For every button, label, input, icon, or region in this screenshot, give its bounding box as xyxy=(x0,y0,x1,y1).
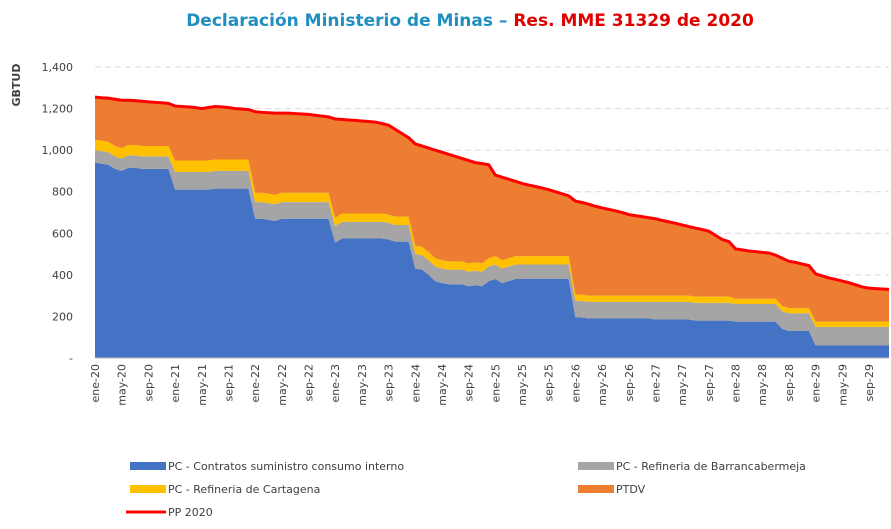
x-tick-label: sep-27 xyxy=(703,364,716,401)
legend-label: PTDV xyxy=(616,483,646,496)
area xyxy=(95,97,889,322)
x-tick-label: ene-23 xyxy=(329,364,342,402)
x-tick-label: may-23 xyxy=(356,364,369,406)
x-tick-label: sep-21 xyxy=(222,364,235,401)
x-tick-label: ene-26 xyxy=(569,364,582,402)
x-tick-label: ene-29 xyxy=(810,364,823,402)
x-tick-label: ene-25 xyxy=(489,364,502,402)
x-tick-label: sep-29 xyxy=(863,364,876,401)
title-part: Declaración Ministerio de Minas – xyxy=(186,11,513,31)
line xyxy=(94,95,890,291)
x-tick-label: sep-24 xyxy=(463,364,476,401)
x-tick-label: sep-26 xyxy=(623,364,636,401)
x-tick-label: may-27 xyxy=(676,364,689,406)
area xyxy=(95,150,889,346)
y-tick-label: 1,400 xyxy=(42,61,74,74)
area xyxy=(95,162,889,358)
y-tick-label: 1,000 xyxy=(42,144,74,157)
y-tick-label: 1,200 xyxy=(42,103,74,116)
x-tick-label: may-21 xyxy=(196,364,209,406)
y-tick-label: 400 xyxy=(52,269,73,282)
x-tick-label: ene-28 xyxy=(730,364,743,402)
x-tick-label: ene-22 xyxy=(249,364,262,402)
legend-swatch xyxy=(130,462,166,470)
legend-label: PC - Refineria de Barrancabermeja xyxy=(616,460,806,473)
x-tick-label: sep-25 xyxy=(543,364,556,401)
y-tick-label: 200 xyxy=(52,310,73,323)
legend-swatch xyxy=(578,462,614,470)
chart-title: Declaración Ministerio de Minas – Res. M… xyxy=(186,11,754,31)
x-tick-label: sep-28 xyxy=(783,364,796,401)
x-tick-label: may-26 xyxy=(596,364,609,406)
x-tick-label: may-24 xyxy=(436,364,449,406)
legend-label: PC - Contratos suministro consumo intern… xyxy=(168,460,404,473)
legend-swatch xyxy=(578,485,614,493)
legend-swatch xyxy=(130,485,166,493)
x-tick-label: ene-27 xyxy=(649,364,662,402)
y-tick-label: 600 xyxy=(52,227,73,240)
x-tick-label: ene-20 xyxy=(89,364,102,402)
x-tick-label: sep-23 xyxy=(383,364,396,401)
y-tick-label: - xyxy=(69,352,73,365)
x-tick-label: may-20 xyxy=(116,364,129,406)
x-tick-label: may-28 xyxy=(756,364,769,406)
x-tick-label: sep-20 xyxy=(142,364,155,401)
x-tick-label: ene-24 xyxy=(409,364,422,402)
x-tick-label: may-29 xyxy=(836,364,849,406)
x-tick-label: ene-21 xyxy=(169,364,182,402)
x-tick-label: sep-22 xyxy=(303,364,316,401)
title-highlight: Res. MME 31329 de 2020 xyxy=(513,11,754,31)
x-tick-label: may-22 xyxy=(276,364,289,406)
legend-label: PC - Refineria de Cartagena xyxy=(168,483,320,496)
y-axis-label: GBTUD xyxy=(10,64,23,107)
y-tick-label: 800 xyxy=(52,186,73,199)
x-tick-label: may-25 xyxy=(516,364,529,406)
legend-label: PP 2020 xyxy=(168,506,213,519)
